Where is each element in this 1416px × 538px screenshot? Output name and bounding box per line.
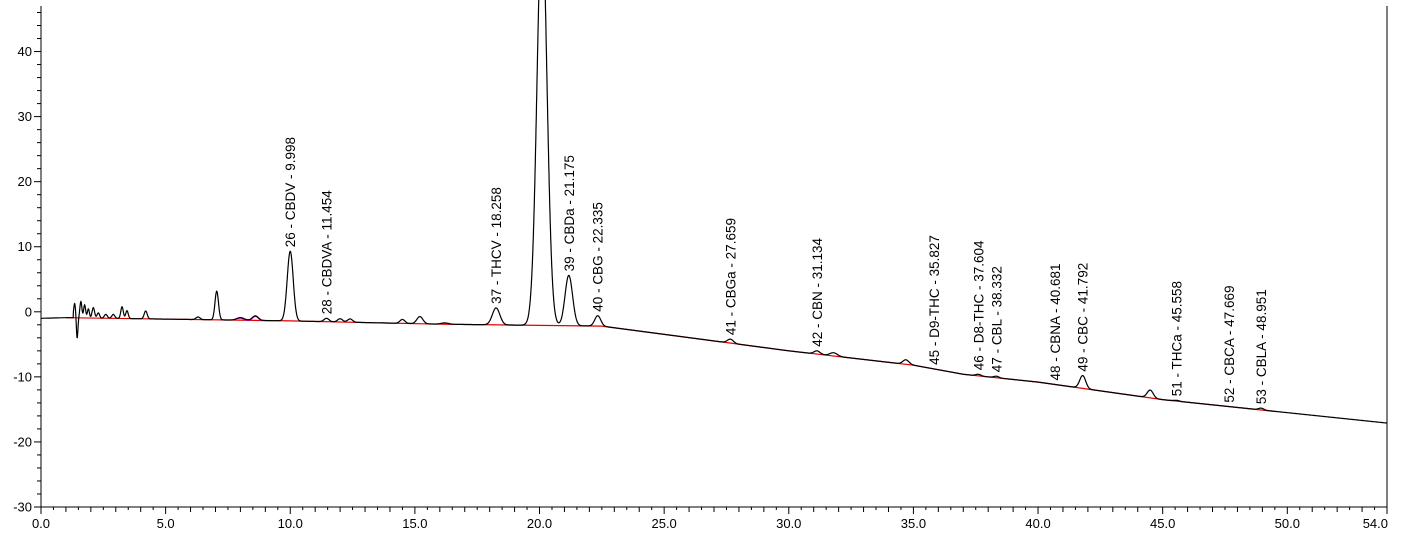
baseline-series <box>65 317 1275 412</box>
plot-area-frame <box>40 6 1388 508</box>
signal-series <box>41 0 1387 424</box>
x-tick-label: 5.0 <box>157 516 175 531</box>
plot-series <box>41 0 1387 424</box>
y-tick-label: -10 <box>13 369 32 384</box>
x-tick-label: 30.0 <box>776 516 801 531</box>
y-tick-label: 10 <box>18 239 32 254</box>
peak-label: 49 - CBC - 41.792 <box>1076 263 1091 372</box>
peak-label: 51 - THCa - 45.558 <box>1170 281 1185 396</box>
x-tick-label: 10.0 <box>278 516 303 531</box>
x-tick-label: 45.0 <box>1150 516 1175 531</box>
y-tick-label: 0 <box>25 304 32 319</box>
y-tick-label: -20 <box>13 434 32 449</box>
y-axis-ticks: -30 -20 -10 0 10 20 30 40 <box>13 12 41 515</box>
y-tick-label: 20 <box>18 174 32 189</box>
y-tick-label: -30 <box>13 500 32 515</box>
x-axis-ticks: 0.0 5.0 10.0 15.0 20.0 25.0 30.0 35.0 40.0 45.0 50… <box>32 507 1388 531</box>
peak-label: 46 - D8-THC - 37.604 <box>971 240 986 370</box>
y-tick-label: 40 <box>18 44 32 59</box>
peak-label: 26 - CBDV - 9.998 <box>283 137 298 247</box>
peak-label: 41 - CBGa - 27.659 <box>723 218 738 335</box>
peak-label: 42 - CBN - 31.134 <box>810 238 825 347</box>
x-tick-label: 54.0 <box>1363 516 1388 531</box>
peak-label: 28 - CBDVA - 11.454 <box>320 190 335 315</box>
x-tick-label: 40.0 <box>1025 516 1050 531</box>
peak-label: 47 - CBL - 38.332 <box>990 266 1005 372</box>
x-tick-label: 20.0 <box>527 516 552 531</box>
x-tick-label: 35.0 <box>901 516 926 531</box>
x-tick-label: 15.0 <box>402 516 427 531</box>
peak-label: 53 - CBLA - 48.951 <box>1254 289 1269 404</box>
y-tick-label: 30 <box>18 109 32 124</box>
peak-label: 40 - CBG - 22.335 <box>591 202 606 312</box>
peak-label: 39 - CBDa - 21.175 <box>562 155 577 271</box>
peak-label: 45 - D9-THC - 35.827 <box>927 235 942 365</box>
peak-label: 48 - CBNA - 40.681 <box>1048 263 1063 380</box>
peak-label: 37 - THCV - 18.258 <box>489 187 504 304</box>
peak-label: 52 - CBCA - 47.669 <box>1222 286 1237 403</box>
x-tick-label: 50.0 <box>1275 516 1300 531</box>
x-tick-label: 25.0 <box>651 516 676 531</box>
x-tick-label: 0.0 <box>32 516 50 531</box>
peak-labels: 26 - CBDV - 9.998 28 - CBDVA - 11.454 37 -… <box>283 137 1269 404</box>
